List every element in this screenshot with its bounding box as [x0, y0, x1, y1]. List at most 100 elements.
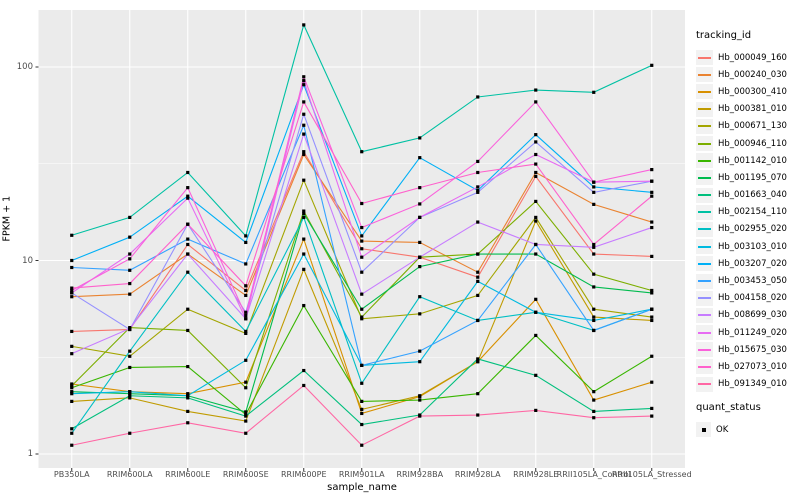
- legend-label: Hb_027073_010: [718, 361, 787, 372]
- data-point: [418, 349, 422, 353]
- data-point: [476, 318, 480, 323]
- data-point: [128, 268, 132, 272]
- data-point: [128, 396, 132, 400]
- data-point: [534, 408, 538, 413]
- legend-key: [696, 221, 713, 237]
- data-point: [302, 83, 306, 87]
- data-point: [70, 386, 74, 390]
- legend-entry: Hb_001195_070: [696, 169, 800, 186]
- data-point: [418, 156, 422, 160]
- data-point: [302, 112, 306, 116]
- legend-key: [696, 136, 713, 152]
- data-point: [476, 279, 480, 283]
- data-point: [244, 288, 248, 293]
- data-point: [360, 201, 364, 206]
- data-point: [360, 150, 364, 154]
- data-point: [534, 152, 538, 157]
- legend-label: Hb_011249_020: [718, 327, 787, 338]
- data-point: [244, 431, 248, 435]
- legend-entry: Hb_004158_020: [696, 290, 800, 307]
- legend-line-swatch: [698, 90, 711, 93]
- legend-label: Hb_091349_010: [718, 379, 787, 390]
- data-point: [534, 297, 538, 301]
- data-point: [534, 242, 538, 247]
- legend-line-swatch: [698, 176, 711, 179]
- legend2-key: [696, 422, 711, 438]
- data-point: [418, 215, 422, 220]
- legend-label: Hb_000049_160: [718, 52, 787, 63]
- data-point: [360, 225, 364, 230]
- data-point: [186, 237, 190, 241]
- legend-entry: Hb_002154_110: [696, 204, 800, 221]
- data-point: [360, 381, 364, 385]
- data-point: [302, 152, 306, 157]
- data-point: [70, 399, 74, 403]
- data-point: [70, 382, 74, 386]
- legend-line-swatch: [698, 194, 711, 197]
- data-point: [70, 392, 74, 396]
- legend-label: Hb_003103_010: [718, 241, 787, 252]
- data-point: [534, 174, 538, 179]
- legend-line-swatch: [698, 56, 711, 59]
- data-point: [70, 352, 74, 356]
- legend-label: Hb_008699_030: [718, 310, 787, 321]
- data-point: [650, 167, 654, 172]
- legend-label: Hb_001195_070: [718, 172, 787, 183]
- data-point: [128, 431, 132, 435]
- data-point: [592, 398, 596, 402]
- data-point: [592, 315, 596, 319]
- data-point: [70, 390, 74, 394]
- data-point: [70, 258, 74, 263]
- data-point: [70, 286, 74, 290]
- legend-entry: Hb_001142_010: [696, 152, 800, 169]
- x-tick-label: PB350LA: [53, 470, 90, 479]
- x-tick-label: RRIM600SE: [222, 470, 269, 479]
- data-point: [360, 443, 364, 447]
- data-point: [534, 373, 538, 377]
- x-tick-label: RRII105LA_Stressed: [611, 470, 692, 479]
- data-point: [128, 326, 132, 331]
- data-point: [360, 399, 364, 403]
- black-square-marker-icon: [701, 427, 706, 432]
- data-point: [592, 90, 596, 94]
- data-point: [70, 295, 74, 299]
- legend-label: Hb_000381_010: [718, 104, 787, 115]
- legend-entry: Hb_091349_010: [696, 376, 800, 393]
- legend-key: [696, 153, 713, 169]
- data-point: [592, 285, 596, 289]
- data-point: [650, 291, 654, 295]
- legend-line-swatch: [698, 365, 711, 368]
- data-point: [360, 422, 364, 427]
- data-point: [302, 123, 306, 127]
- data-point: [592, 307, 596, 311]
- data-point: [650, 354, 654, 358]
- legend-label: Hb_002955_020: [718, 224, 787, 235]
- legend-line-swatch: [698, 228, 711, 231]
- data-point: [534, 162, 538, 166]
- data-point: [476, 360, 480, 364]
- data-point: [244, 284, 248, 288]
- data-point: [534, 100, 538, 104]
- legend-line-swatch: [698, 245, 711, 248]
- data-point: [418, 394, 422, 398]
- legend-line-swatch: [698, 142, 711, 145]
- data-point: [650, 254, 654, 258]
- data-point: [302, 368, 306, 373]
- x-tick-label: RRIM600LE: [165, 470, 211, 479]
- data-point: [244, 262, 248, 266]
- data-point: [650, 406, 654, 411]
- data-point: [534, 88, 538, 92]
- legend-key: [696, 273, 713, 289]
- legend-line-swatch: [698, 159, 711, 162]
- data-point: [476, 293, 480, 298]
- legend-tracking-id: tracking_id Hb_000049_160 Hb_000240_030 Hb…: [696, 30, 800, 393]
- legend-line-swatch: [698, 348, 711, 351]
- data-point: [186, 396, 190, 400]
- data-point: [128, 392, 132, 396]
- data-point: [70, 427, 74, 431]
- legend-entry: Hb_000049_160: [696, 49, 800, 66]
- x-tick-label: RRIM600PE: [280, 470, 327, 479]
- data-point: [70, 443, 74, 447]
